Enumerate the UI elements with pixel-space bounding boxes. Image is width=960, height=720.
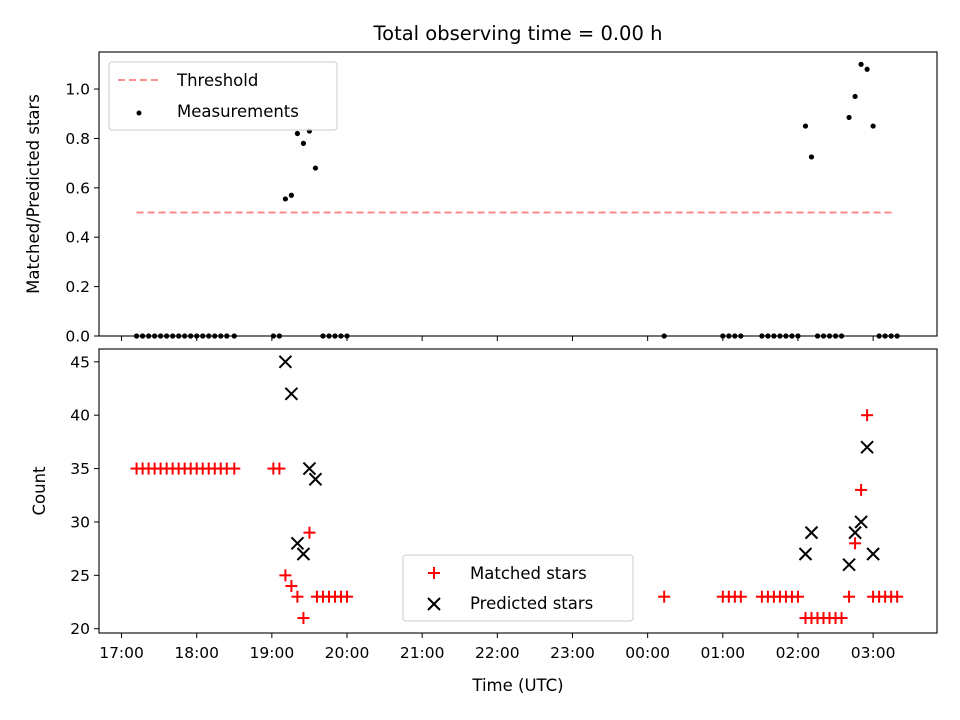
top-y-ticks: 0.0 0.2 0.4 0.6 0.8 1.0	[65, 81, 99, 346]
measurement-point	[288, 192, 295, 198]
top-y-tick-label: 0.0	[65, 328, 90, 346]
bottom-y-axis-label: Count	[30, 466, 49, 516]
x-tick-label: 00:00	[625, 644, 670, 662]
measurement-point	[858, 61, 864, 67]
bottom-y-tick-label: 30	[70, 513, 90, 531]
top-y-tick-label: 0.6	[65, 179, 90, 197]
top-plot: 0.0 0.2 0.4 0.6 0.8 1.0 Matched/Predicted sta…	[24, 51, 938, 346]
matched-star-point	[861, 409, 874, 422]
predicted-star-point	[290, 536, 305, 551]
measurement-point	[870, 123, 876, 129]
top-y-tick-label: 0.4	[65, 229, 90, 247]
predicted-star-point	[854, 515, 868, 529]
bottom-y-tick-label: 45	[70, 353, 90, 371]
matched-star-point	[341, 590, 354, 603]
measurement-point	[802, 123, 809, 129]
measurement-point	[300, 140, 307, 146]
bottom-y-tick-label: 40	[70, 407, 90, 425]
predicted-star-point	[284, 387, 299, 401]
predicted-legend-label: Predicted stars	[470, 594, 593, 613]
measurements-legend-swatch	[136, 110, 142, 116]
measurement-point	[808, 154, 815, 160]
matched-star-point	[273, 462, 286, 475]
bottom-axes-frame	[98, 348, 938, 634]
measurements-legend-label: Measurements	[177, 102, 299, 121]
top-y-tick-label: 1.0	[65, 81, 90, 99]
measurement-point	[864, 66, 870, 72]
bottom-y-tick-label: 20	[70, 620, 90, 638]
predicted-star-point	[798, 547, 813, 561]
x-tick-label: 03:00	[851, 644, 896, 662]
x-tick-label: 18:00	[174, 644, 219, 662]
x-tick-label: 19:00	[250, 644, 295, 662]
threshold-legend-label: Threshold	[176, 71, 258, 90]
x-tick-label: 02:00	[776, 644, 821, 662]
x-tick-label: 20:00	[325, 644, 370, 662]
bottom-y-tick-label: 35	[70, 460, 90, 478]
measurement-point	[282, 196, 288, 202]
x-tick-label: 17:00	[99, 644, 144, 662]
x-tick-label: 23:00	[550, 644, 595, 662]
top-y-tick-label: 0.2	[65, 278, 90, 296]
matched-star-point	[734, 590, 747, 603]
predicted-star-point	[842, 557, 856, 572]
top-x-ticks	[121, 336, 874, 341]
bottom-plot: 20 25 30 35 40 45 17:00 18:00 19:00 20:00 21:00 22…	[30, 348, 938, 695]
bottom-legend: Matched stars Predicted stars	[402, 554, 634, 622]
predicted-star-point	[860, 440, 874, 454]
matched-star-point	[279, 569, 292, 582]
predicted-star-point	[278, 355, 293, 369]
x-axis-label: Time (UTC)	[471, 676, 563, 695]
bottom-y-ticks: 20 25 30 35 40 45	[70, 353, 99, 638]
matched-star-point	[297, 612, 310, 625]
bottom-legend-box	[402, 554, 634, 622]
matched-star-point	[658, 590, 671, 603]
matched-star-point	[303, 526, 316, 539]
matched-star-point	[855, 483, 868, 496]
predicted-star-point	[866, 547, 880, 561]
measurement-point	[312, 165, 319, 171]
matched-legend-swatch	[428, 567, 440, 579]
top-legend: Threshold Measurements	[108, 61, 338, 131]
x-tick-label: 22:00	[475, 644, 520, 662]
matched-star-point	[843, 590, 856, 603]
matched-star-point	[228, 462, 241, 475]
predicted-star-point	[302, 461, 317, 476]
measurement-point	[846, 114, 852, 121]
measurement-point	[852, 93, 858, 100]
matched-star-point	[891, 590, 904, 603]
top-y-tick-label: 0.8	[65, 130, 90, 148]
bottom-y-tick-label: 25	[70, 567, 90, 585]
x-tick-label: 01:00	[700, 644, 745, 662]
bottom-x-ticks: 17:00 18:00 19:00 20:00 21:00 22:00 23:00 00:00…	[99, 633, 895, 662]
matched-star-point	[835, 612, 848, 625]
chart-title: Total observing time = 0.00 h	[373, 22, 663, 45]
top-legend-box	[108, 61, 338, 131]
matched-legend-label: Matched stars	[470, 564, 587, 583]
matched-star-point	[849, 537, 862, 550]
measurement-point	[294, 130, 301, 137]
top-axes-frame	[98, 51, 938, 337]
predicted-star-point	[296, 547, 311, 561]
predicted-star-point	[804, 525, 819, 540]
predicted-legend-swatch	[427, 597, 441, 611]
top-y-axis-label: Matched/Predicted stars	[24, 94, 43, 294]
matched-star-point	[291, 590, 304, 603]
matched-star-point	[285, 580, 298, 593]
x-tick-label: 21:00	[400, 644, 445, 662]
bottom-marks	[130, 355, 904, 625]
predicted-star-point	[308, 472, 323, 486]
predicted-star-point	[848, 525, 862, 540]
matched-star-point	[791, 590, 804, 603]
